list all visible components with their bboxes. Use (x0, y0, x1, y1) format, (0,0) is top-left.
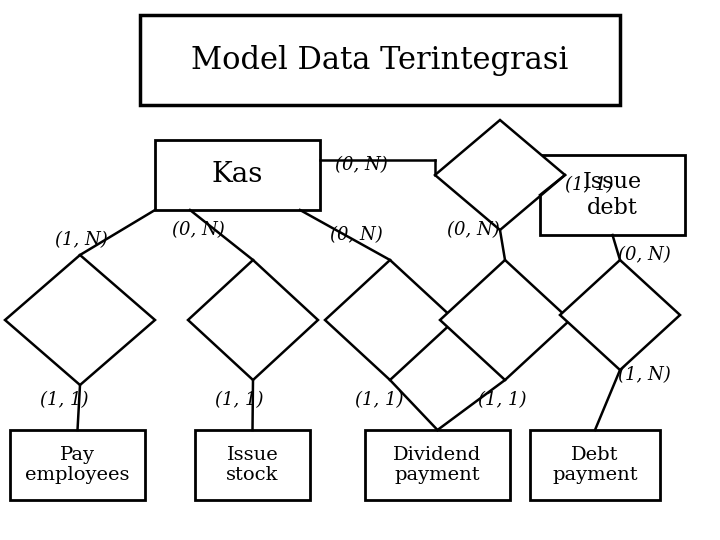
Text: Dividend
payment: Dividend payment (393, 446, 482, 484)
Text: Model Data Terintegrasi: Model Data Terintegrasi (192, 44, 569, 76)
Text: (1, 1): (1, 1) (40, 391, 89, 409)
Text: (1, N): (1, N) (618, 366, 671, 384)
Text: (0, N): (0, N) (330, 226, 383, 244)
Text: (0, N): (0, N) (335, 156, 388, 174)
Bar (140, 15, 620, 105)
Bar (155, 140, 320, 210)
Polygon shape (325, 260, 455, 380)
Polygon shape (435, 120, 565, 230)
Text: (1, N): (1, N) (55, 231, 108, 249)
Polygon shape (560, 260, 680, 370)
Polygon shape (440, 260, 570, 380)
Text: Debt
payment: Debt payment (552, 446, 638, 484)
Text: Pay
employees: Pay employees (25, 446, 130, 484)
Text: (0, N): (0, N) (447, 221, 500, 239)
Bar (540, 155, 685, 235)
Text: (0, N): (0, N) (172, 221, 225, 239)
Text: Kas: Kas (212, 161, 264, 188)
Bar (530, 430, 660, 500)
Text: (1, 1): (1, 1) (215, 391, 264, 409)
Text: (0, N): (0, N) (618, 246, 671, 264)
Bar (195, 430, 310, 500)
Text: (1, 1): (1, 1) (478, 391, 526, 409)
Text: (1, 1): (1, 1) (565, 176, 613, 194)
Bar (10, 430, 145, 500)
Bar (365, 430, 510, 500)
Polygon shape (5, 255, 155, 385)
Text: (1, 1): (1, 1) (355, 391, 403, 409)
Text: Issue
debt: Issue debt (583, 171, 642, 219)
Text: Issue
stock: Issue stock (226, 446, 279, 484)
Polygon shape (188, 260, 318, 380)
